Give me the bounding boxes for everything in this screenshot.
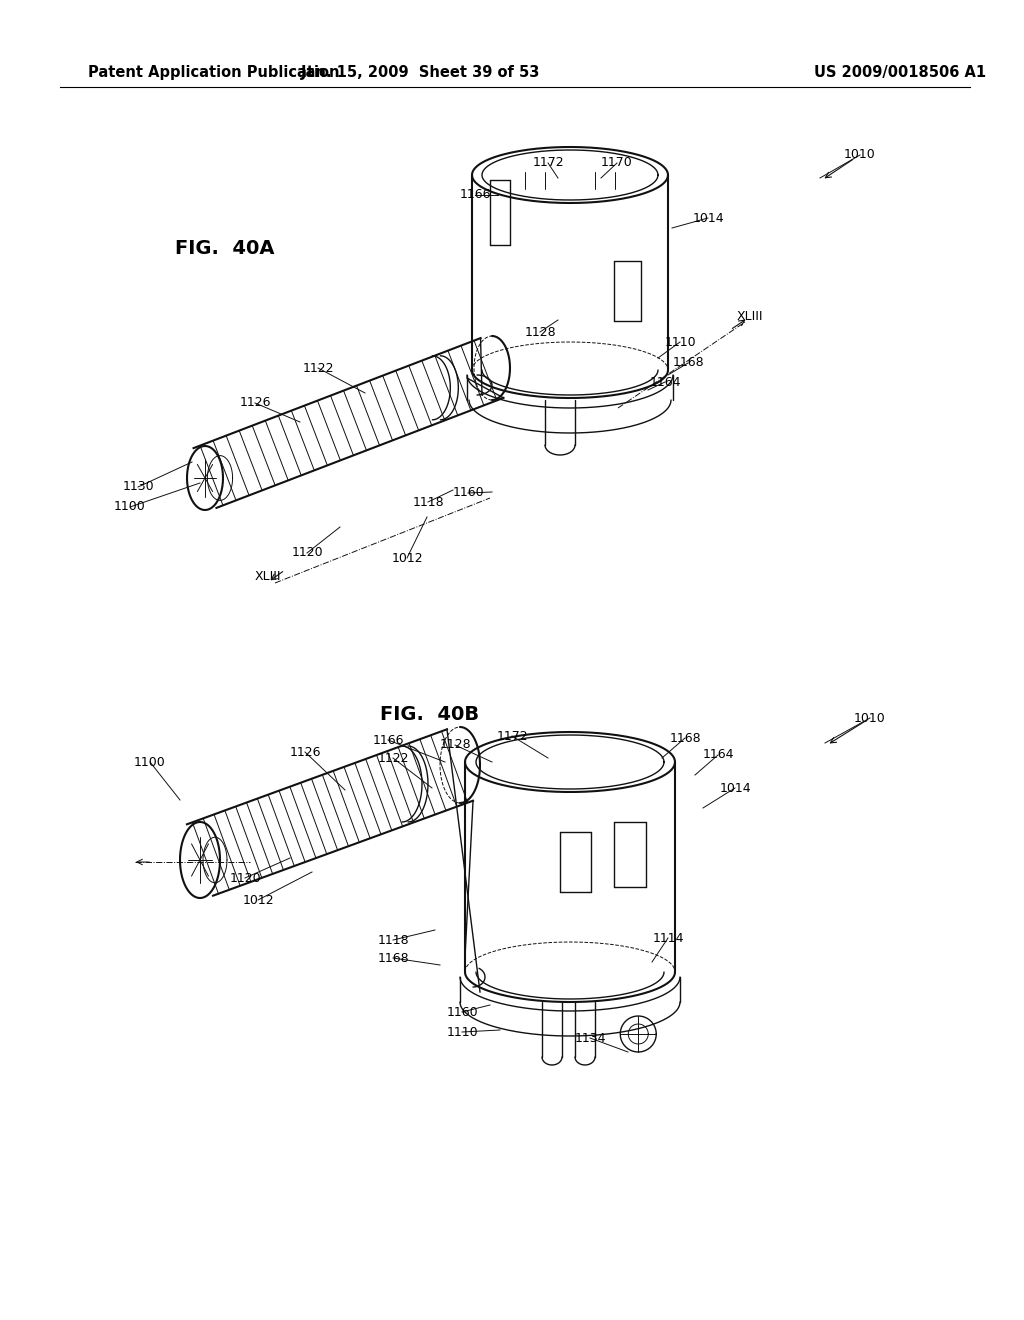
Text: 1160: 1160 (453, 487, 483, 499)
Text: 1014: 1014 (719, 781, 751, 795)
Text: 1134: 1134 (574, 1031, 606, 1044)
Text: 1160: 1160 (446, 1006, 478, 1019)
Text: 1120: 1120 (291, 546, 323, 560)
Text: 1122: 1122 (302, 362, 334, 375)
Text: 1010: 1010 (844, 149, 876, 161)
Text: 1126: 1126 (289, 746, 321, 759)
Text: 1172: 1172 (532, 157, 564, 169)
Text: 1100: 1100 (134, 755, 166, 768)
Text: FIG.  40A: FIG. 40A (175, 239, 274, 257)
Text: 1014: 1014 (692, 211, 724, 224)
Text: 1010: 1010 (854, 711, 886, 725)
Text: 1168: 1168 (670, 731, 700, 744)
Text: Patent Application Publication: Patent Application Publication (88, 65, 340, 79)
Text: 1126: 1126 (240, 396, 270, 409)
Text: XLIII: XLIII (255, 570, 282, 583)
Text: 1128: 1128 (524, 326, 556, 338)
Text: 1168: 1168 (377, 952, 409, 965)
Text: 1118: 1118 (377, 933, 409, 946)
Text: US 2009/0018506 A1: US 2009/0018506 A1 (814, 65, 986, 79)
Text: 1120: 1120 (229, 871, 261, 884)
Text: 1164: 1164 (649, 375, 681, 388)
Text: 1170: 1170 (601, 157, 633, 169)
Text: 1130: 1130 (122, 480, 154, 494)
Text: 1166: 1166 (459, 189, 490, 202)
Text: 1012: 1012 (391, 552, 423, 565)
Text: 1128: 1128 (439, 738, 471, 751)
Text: 1118: 1118 (413, 495, 443, 508)
Text: FIG.  40B: FIG. 40B (381, 705, 479, 725)
Text: 1164: 1164 (702, 748, 734, 762)
Text: 1168: 1168 (672, 356, 703, 370)
Text: 1172: 1172 (497, 730, 527, 742)
Text: XLIII: XLIII (736, 309, 763, 322)
Text: 1100: 1100 (114, 500, 145, 513)
Text: 1110: 1110 (446, 1026, 478, 1039)
Text: 1012: 1012 (243, 894, 273, 907)
Text: 1110: 1110 (665, 335, 696, 348)
Text: 1114: 1114 (652, 932, 684, 945)
Text: Jan. 15, 2009  Sheet 39 of 53: Jan. 15, 2009 Sheet 39 of 53 (300, 65, 540, 79)
Text: 1166: 1166 (373, 734, 403, 747)
Text: 1122: 1122 (377, 751, 409, 764)
